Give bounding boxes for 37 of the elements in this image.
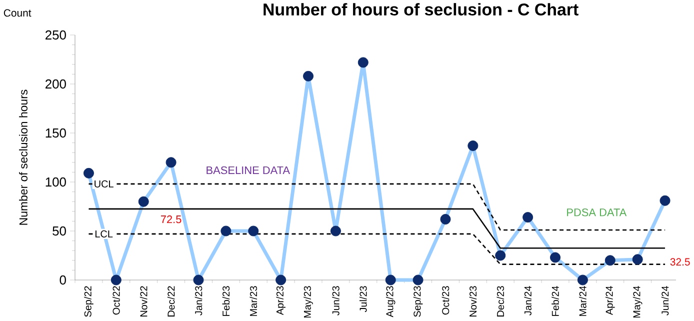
y-tick-label: 200: [46, 79, 66, 89]
x-tick-label: Mar/23: [250, 286, 258, 316]
annotation: 32.5: [670, 258, 690, 266]
annotation: 72.5: [160, 215, 182, 224]
x-tick-label: Jun/24: [661, 286, 669, 316]
y-tick-label: 250: [46, 30, 66, 40]
annotation: PDSA DATA: [567, 208, 627, 216]
chart-title: Number of hours of seclusion - C Chart: [264, 3, 578, 16]
y-tick-label: 0: [60, 275, 66, 285]
x-tick-label: Oct/23: [442, 286, 450, 315]
x-tick-label: Sep/22: [84, 286, 94, 317]
text: Count: [4, 9, 32, 17]
annotation: BASELINE DATA: [206, 166, 290, 174]
x-tick-label: Mar/24: [579, 286, 586, 316]
y-tick-label: 50: [52, 226, 66, 236]
x-tick-label: Feb/24: [552, 286, 559, 316]
x-tick-label: Sep/23: [413, 286, 423, 317]
x-tick-label: Jan/23: [194, 286, 202, 316]
series-label: LCL: [95, 230, 113, 238]
x-tick-label: Aug/23: [386, 286, 396, 318]
y-axis-title: Number of seclusion hours: [19, 90, 28, 225]
x-tick-label: Jan/24: [524, 286, 532, 316]
x-tick-label: Jul/23: [359, 286, 367, 312]
y-tick-label: 150: [46, 128, 66, 138]
x-tick-label: Nov/23: [469, 286, 477, 316]
x-tick-label: Dec/22: [167, 286, 175, 316]
y-tick-label: 100: [46, 177, 66, 187]
x-tick-label: Apr/24: [606, 286, 615, 316]
x-tick-label: May/24: [632, 286, 642, 318]
x-tick-label: Jun/23: [332, 286, 340, 316]
x-tick-label: May/23: [304, 286, 313, 318]
x-tick-label: Oct/22: [112, 286, 120, 315]
x-tick-label: Nov/22: [140, 286, 148, 316]
x-tick-label: Feb/23: [222, 286, 230, 316]
series-label: UCL: [94, 180, 114, 188]
x-tick-label: Dec/23: [496, 286, 504, 316]
x-tick-label: Apr/23: [276, 286, 286, 316]
